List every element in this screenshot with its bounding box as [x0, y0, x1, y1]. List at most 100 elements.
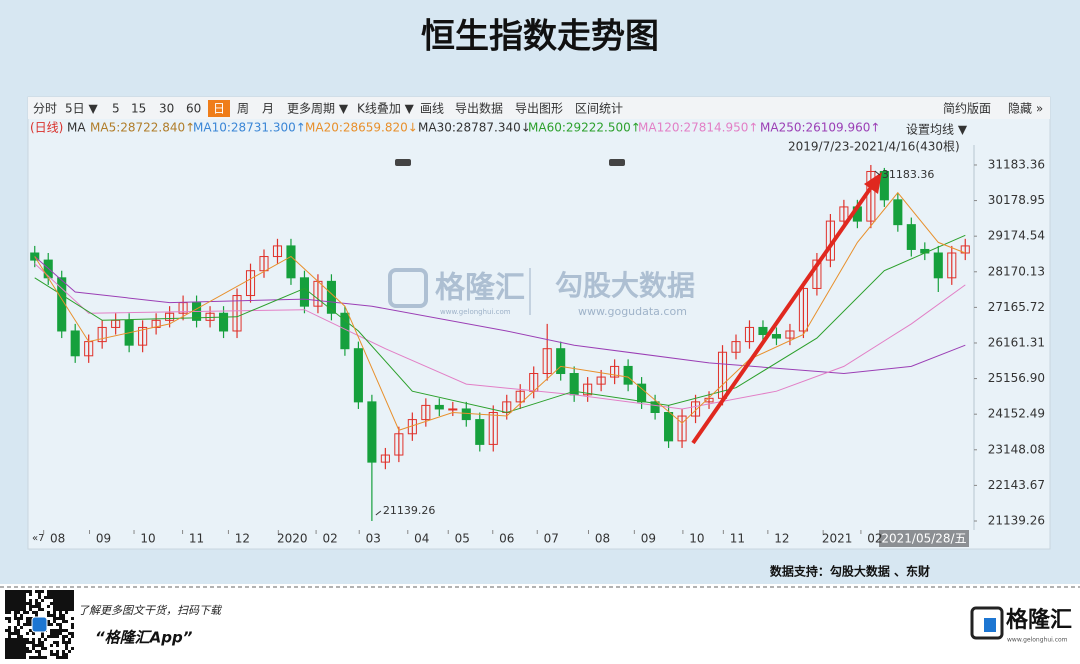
candle-body	[637, 383, 647, 403]
qr-cell	[59, 614, 62, 617]
qr-cell	[68, 638, 71, 641]
qr-cell	[59, 599, 62, 602]
candle-body	[475, 419, 485, 445]
toolbar-item[interactable]: 更多周期 ▼	[287, 102, 349, 116]
qr-cell	[68, 632, 71, 635]
qr-cell	[11, 647, 14, 650]
cursor-date: 2021/05/28/五	[881, 532, 966, 546]
qr-cell	[38, 602, 41, 605]
toolbar-item[interactable]: 周	[237, 102, 249, 116]
qr-cell	[56, 602, 59, 605]
qr-cell	[20, 617, 23, 620]
qr-cell	[53, 629, 56, 632]
ma-settings[interactable]: 设置均线 ▼	[906, 123, 968, 137]
qr-cell	[62, 596, 65, 599]
qr-cell	[47, 635, 50, 638]
qr-cell	[20, 650, 23, 653]
qr-cell	[5, 638, 8, 641]
qr-cell	[5, 602, 8, 605]
qr-cell	[5, 605, 8, 608]
toolbar-item[interactable]: 5日 ▼	[65, 102, 98, 116]
toolbar-item[interactable]: 日	[213, 102, 225, 116]
qr-cell	[20, 596, 23, 599]
watermark-partner: 勾股大数据	[555, 269, 695, 302]
toolbar-item[interactable]: 画线	[420, 102, 444, 116]
candle-body	[434, 404, 444, 410]
qr-cell	[14, 593, 17, 596]
candle-body	[70, 330, 80, 357]
qr-cell	[29, 620, 32, 623]
candle-body	[57, 277, 67, 332]
x-tick-label: 10	[140, 532, 155, 546]
qr-cell	[26, 641, 29, 644]
ma-line	[34, 191, 966, 431]
toolbar-item[interactable]: 60	[186, 102, 201, 116]
qr-cell	[38, 650, 41, 653]
x-tick-label: 12	[235, 532, 250, 546]
qr-cell	[17, 650, 20, 653]
y-tick-label: 31183.36	[988, 157, 1045, 171]
qr-cell	[65, 608, 68, 611]
qr-cell	[59, 611, 62, 614]
qr-cell	[23, 653, 26, 656]
toolbar-item[interactable]: 30	[159, 102, 174, 116]
qr-cell	[68, 590, 71, 593]
qr-cell	[56, 644, 59, 647]
candle-body	[380, 454, 390, 463]
qr-cell	[35, 650, 38, 653]
qr-cell	[68, 650, 71, 653]
qr-cell	[17, 656, 20, 659]
qr-cell	[5, 611, 8, 614]
qr-cell	[50, 653, 53, 656]
toolbar-item[interactable]: 导出图形	[515, 102, 563, 116]
qr-cell	[29, 599, 32, 602]
qr-cell	[14, 647, 17, 650]
candle-body	[933, 252, 943, 279]
toolbar-item[interactable]: 15	[131, 102, 146, 116]
ma-line	[34, 234, 966, 414]
toolbar-item[interactable]: 导出数据	[455, 101, 503, 116]
legend-item: MA60:29222.500↑	[528, 121, 641, 135]
qr-cell	[5, 599, 8, 602]
qr-cell	[29, 602, 32, 605]
toolbar-item[interactable]: 月	[262, 102, 274, 116]
qr-cell	[62, 602, 65, 605]
qr-cell	[59, 605, 62, 608]
legend-item: MA	[67, 121, 86, 135]
qr-cell	[38, 638, 41, 641]
qr-cell	[23, 590, 26, 593]
y-tick-label: 22143.67	[988, 478, 1045, 492]
qr-cell	[8, 605, 11, 608]
qr-cell	[17, 617, 20, 620]
qr-cell	[53, 641, 56, 644]
x-tick-label: 2020	[277, 532, 308, 546]
toolbar-item[interactable]: 区间统计	[575, 102, 623, 116]
watermark-icon	[388, 268, 428, 308]
qr-cell	[11, 653, 14, 656]
qr-cell	[20, 599, 23, 602]
watermark-partner-url: www.gogudata.com	[578, 305, 687, 318]
toolbar-item[interactable]: K线叠加 ▼	[357, 102, 415, 116]
legend-item: (日线)	[30, 121, 63, 135]
qr-cell	[8, 599, 11, 602]
qr-cell	[14, 653, 17, 656]
qr-cell	[32, 656, 35, 659]
qr-cell	[20, 647, 23, 650]
qr-cell	[11, 590, 14, 593]
y-tick-label: 29174.54	[988, 229, 1045, 243]
toolbar-item[interactable]: 5	[112, 102, 120, 116]
legend-item: MA20:28659.820↓	[305, 121, 418, 135]
toolbar-item[interactable]: 隐藏 »	[1008, 102, 1043, 116]
qr-cell	[5, 593, 8, 596]
trend-arrow	[691, 184, 874, 445]
qr-cell	[26, 638, 29, 641]
qr-cell	[26, 602, 29, 605]
candle-body	[758, 326, 768, 336]
toolbar-item[interactable]: 分时	[33, 102, 57, 116]
qr-cell	[8, 593, 11, 596]
qr-cell	[29, 593, 32, 596]
x-nav[interactable]: «7	[32, 533, 44, 544]
qr-cell	[53, 635, 56, 638]
toolbar-item[interactable]: 简约版面	[943, 101, 991, 116]
qr-cell	[26, 617, 29, 620]
